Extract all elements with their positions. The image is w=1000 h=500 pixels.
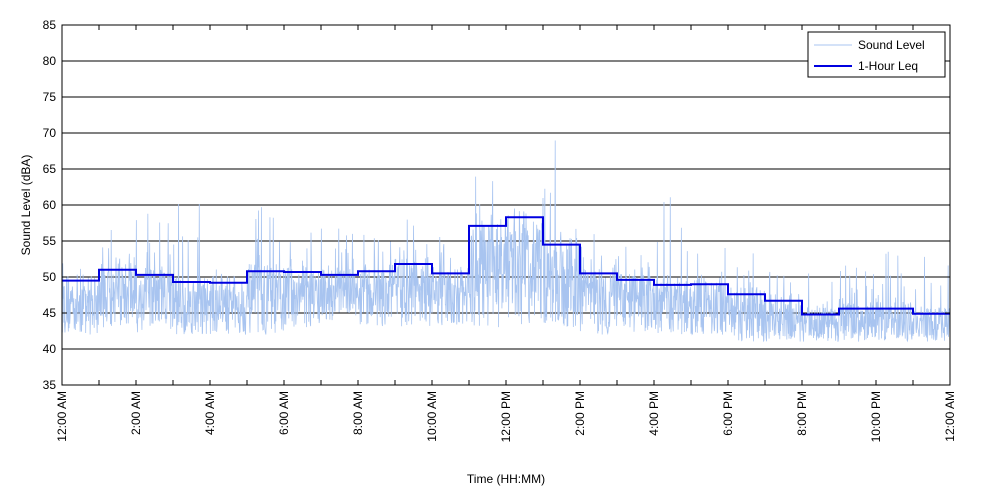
x-tick-label: 4:00 PM xyxy=(647,391,661,436)
x-tick-label: 2:00 PM xyxy=(573,391,587,436)
x-tick-label: 4:00 AM xyxy=(203,391,217,435)
y-tick-label: 45 xyxy=(43,306,57,320)
x-tick-label: 12:00 AM xyxy=(55,391,69,442)
x-tick-label: 10:00 PM xyxy=(869,391,883,442)
y-axis-ticks: 35 40 45 50 55 60 65 70 75 80 85 xyxy=(43,18,950,392)
y-tick-label: 55 xyxy=(43,234,57,248)
y-tick-label: 75 xyxy=(43,90,57,104)
x-tick-label: 10:00 AM xyxy=(425,391,439,442)
x-tick-label: 8:00 PM xyxy=(795,391,809,436)
y-tick-label: 85 xyxy=(43,18,57,32)
x-tick-label: 8:00 AM xyxy=(351,391,365,435)
x-tick-label: 6:00 PM xyxy=(721,391,735,436)
y-tick-label: 80 xyxy=(43,54,57,68)
x-axis-ticks: 12:00 AM 2:00 AM 4:00 AM 6:00 AM 8:00 AM 10:0… xyxy=(55,25,957,442)
legend-label-leq: 1-Hour Leq xyxy=(858,59,918,73)
leq-step-line xyxy=(62,216,950,316)
legend: Sound Level 1-Hour Leq xyxy=(807,31,946,78)
leq-series xyxy=(62,216,950,316)
y-tick-label: 35 xyxy=(43,378,57,392)
sound-level-line xyxy=(61,140,951,343)
y-tick-label: 60 xyxy=(43,198,57,212)
y-tick-label: 65 xyxy=(43,162,57,176)
x-tick-label: 6:00 AM xyxy=(277,391,291,435)
x-axis-title: Time (HH:MM) xyxy=(467,472,545,486)
y-axis-title: Sound Level (dBA) xyxy=(19,155,33,256)
y-tick-label: 40 xyxy=(43,342,57,356)
x-tick-label: 12:00 PM xyxy=(499,391,513,442)
y-tick-label: 50 xyxy=(43,270,57,284)
legend-label-sound-level: Sound Level xyxy=(858,38,925,52)
y-tick-label: 70 xyxy=(43,126,57,140)
legend-box xyxy=(807,31,946,78)
x-tick-label: 2:00 AM xyxy=(129,391,143,435)
sound-level-series xyxy=(61,140,951,343)
x-tick-label: 12:00 AM xyxy=(943,391,957,442)
